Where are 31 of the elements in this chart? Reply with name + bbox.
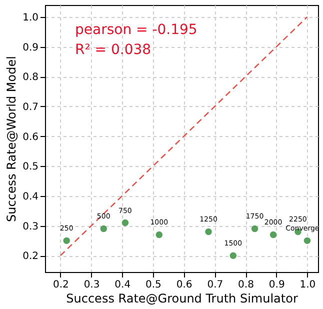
point <box>100 225 107 232</box>
y-tick-label: 0.6 <box>22 132 38 143</box>
y-axis-title: Success Rate@World Model <box>4 56 19 222</box>
x-tick-label: 0.9 <box>268 280 285 290</box>
x-tick-label: 0.7 <box>207 280 224 290</box>
point <box>230 252 237 259</box>
point <box>156 231 162 238</box>
x-tick-label: 0.8 <box>238 280 254 290</box>
y-tick-label: 0.2 <box>22 251 38 262</box>
x-tick-label: 0.4 <box>114 280 131 290</box>
y-tick-label: 0.3 <box>22 221 38 232</box>
point <box>205 228 212 236</box>
point <box>63 237 70 244</box>
x-axis-title: Success Rate@Ground Truth Simulator <box>66 292 298 306</box>
x-tick-label: 0.5 <box>146 280 162 290</box>
y-tick-label: 0.4 <box>22 191 38 202</box>
y-tick-label: 0.5 <box>22 162 38 173</box>
annotation: pearson = -0.195 <box>75 22 198 38</box>
y-tick-label: 0.9 <box>22 42 38 54</box>
y-tick-label: 0.7 <box>22 102 38 113</box>
x-tick-label: 0.3 <box>84 280 100 290</box>
x-tick-label: 0.2 <box>52 280 69 290</box>
y-tick-label: 1.0 <box>22 12 38 24</box>
x-tick-label: 1.0 <box>300 280 316 290</box>
annotation: R² = 0.038 <box>75 42 152 58</box>
x-tick-label: 0.6 <box>176 280 192 290</box>
point <box>122 219 129 226</box>
point <box>251 225 258 232</box>
point <box>304 237 311 244</box>
y-tick-label: 0.8 <box>22 72 38 84</box>
point <box>270 231 277 238</box>
